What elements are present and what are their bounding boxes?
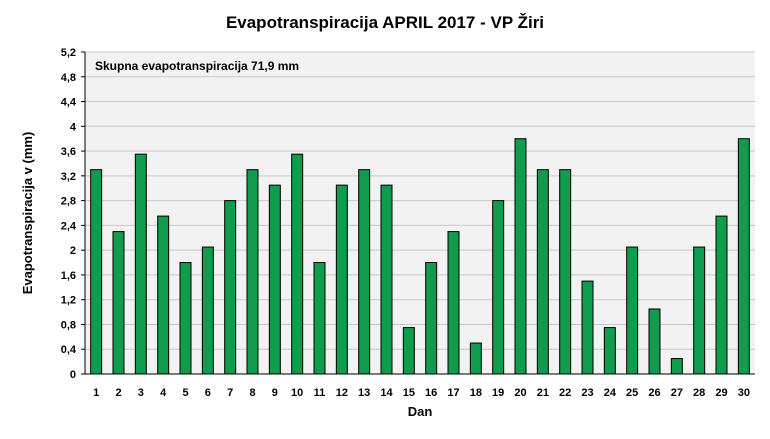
x-tick-label: 24 [604,387,617,399]
x-tick-label: 9 [272,387,278,399]
y-tick-label: 4,4 [61,97,77,109]
x-tick-label: 22 [559,387,571,399]
bar-day-17 [447,231,460,375]
bar-day-2 [112,231,125,375]
bar-day-4 [157,215,170,375]
y-axis-label: Evapotranspiracija v (mm) [20,132,35,295]
y-tick-label: 2,4 [61,220,77,232]
y-axis-ticks: 0 0,4 0,8 1,2 1,6 2 2,4 2,8 3,2 3,6 4 4,4 4,8 5,2 [61,47,85,381]
bar-day-21 [536,169,549,375]
bar-day-15 [402,327,415,375]
bar-day-11 [313,262,326,375]
y-tick-label: 2,8 [61,196,76,208]
x-tick-label: 19 [492,387,504,399]
x-tick-label: 6 [205,387,211,399]
bar-day-12 [335,184,348,375]
x-tick-label: 27 [671,387,683,399]
chart-title: Evapotranspiracija APRIL 2017 - VP Žiri [226,13,544,32]
bar-day-27 [670,358,683,375]
x-axis-label: Dan [408,404,433,419]
x-tick-label: 21 [537,387,549,399]
bar-day-8 [246,169,259,375]
x-tick-label: 8 [249,387,255,399]
bar-day-23 [581,280,594,375]
y-tick-label: 1,6 [61,270,76,282]
x-tick-label: 20 [514,387,526,399]
x-tick-label: 28 [693,387,705,399]
bar-day-29 [715,215,728,375]
y-tick-label: 0,4 [61,344,77,356]
bar-day-18 [469,342,482,375]
y-tick-label: 0 [70,369,76,381]
x-tick-label: 13 [358,387,370,399]
x-tick-label: 3 [138,387,144,399]
y-tick-label: 4 [70,121,77,133]
bar-day-30 [737,138,750,375]
bar-day-16 [425,262,438,375]
x-tick-label: 10 [291,387,303,399]
bar-day-24 [603,327,616,375]
bar-day-5 [179,262,192,375]
bar-day-3 [134,153,147,375]
x-tick-label: 26 [648,387,660,399]
x-tick-label: 7 [227,387,233,399]
x-tick-label: 11 [314,387,326,399]
x-tick-label: 16 [425,387,437,399]
total-annotation: Skupna evapotranspiracija 71,9 mm [95,59,299,73]
y-tick-label: 5,2 [61,47,76,59]
bars [90,138,750,375]
x-tick-label: 30 [738,387,750,399]
bar-day-1 [90,169,103,375]
x-tick-label: 15 [403,387,415,399]
bar-day-10 [291,153,304,375]
y-tick-label: 1,2 [61,295,76,307]
x-tick-label: 1 [93,387,99,399]
x-tick-label: 17 [447,387,459,399]
x-tick-label: 29 [715,387,727,399]
bar-day-14 [380,184,393,375]
bar-day-7 [224,200,237,375]
gridlines [85,51,755,350]
bar-day-19 [492,200,505,375]
y-tick-label: 0,8 [61,319,76,331]
y-tick-label: 2 [70,245,76,257]
bar-day-13 [358,169,371,375]
bar-day-9 [268,184,281,375]
y-tick-label: 4,8 [61,72,76,84]
x-tick-label: 18 [470,387,482,399]
plot-area [85,52,755,374]
x-tick-label: 25 [626,387,638,399]
y-tick-label: 3,2 [61,171,76,183]
bar-day-6 [201,246,214,375]
x-tick-label: 12 [336,387,348,399]
bar-day-25 [626,246,639,375]
bar-day-22 [559,169,572,375]
x-tick-label: 14 [380,387,393,399]
y-tick-label: 3,6 [61,146,76,158]
x-tick-label: 5 [182,387,188,399]
bar-day-20 [514,138,527,375]
bar-day-28 [693,246,706,375]
x-tick-label: 2 [115,387,121,399]
x-axis-ticks: 1 2 3 4 5 6 7 8 9 10 11 12 13 14 15 16 17 18 19 20 21 22 23 24 2… [93,387,750,399]
x-tick-label: 4 [160,387,167,399]
x-tick-label: 23 [581,387,593,399]
bar-day-26 [648,308,661,375]
